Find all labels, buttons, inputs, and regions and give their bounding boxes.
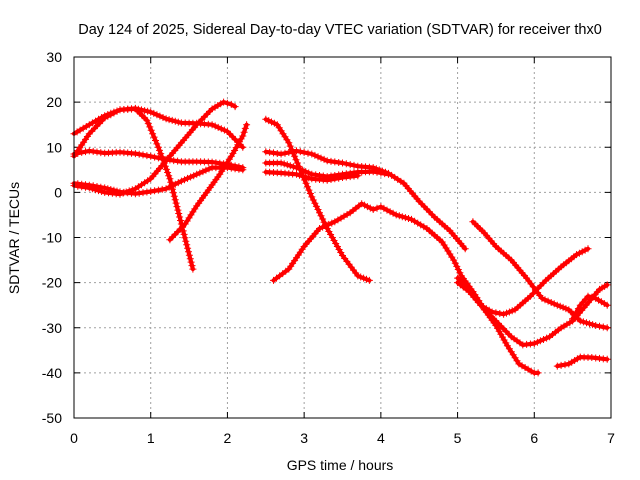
x-tick-label: 2 [224,430,232,446]
series-track-13 [454,245,592,318]
series-markers [553,353,611,370]
plot-frame [73,56,612,419]
x-tick-label: 7 [607,430,615,446]
y-tick-label: -30 [42,320,62,336]
series-track-10 [262,168,362,184]
series-layer [70,98,611,377]
x-tick-label: 3 [300,430,308,446]
y-tick-label: -20 [42,275,62,291]
series-track-8 [262,147,469,253]
x-tick-label: 1 [147,430,155,446]
x-axis-label: GPS time / hours [287,457,394,473]
series-markers [569,292,611,323]
series-track-16 [569,292,611,323]
series-markers [262,115,373,284]
series-track-12 [469,218,611,332]
series-markers [262,168,362,184]
y-tick-label: 20 [46,94,62,110]
x-tick-label: 4 [377,430,385,446]
series-track-5 [70,98,239,198]
chart-title: Day 124 of 2025, Sidereal Day-to-day VTE… [78,22,602,38]
x-tick-label: 6 [530,430,538,446]
series-track-6 [166,121,251,244]
y-tick-label: -10 [42,230,62,246]
x-tick-label: 0 [70,430,78,446]
series-markers [166,121,251,244]
grid-lines [74,57,611,418]
series-track-11 [270,200,542,377]
series-track-15 [553,353,611,370]
y-tick-label: 30 [46,49,62,65]
y-tick-label: 0 [54,184,62,200]
x-tick-label: 5 [454,430,462,446]
series-markers [270,200,542,377]
series-track-7 [262,115,373,284]
series-markers [262,147,469,253]
y-tick-label: -50 [42,410,62,426]
y-tick-label: -40 [42,365,62,381]
series-line [263,117,372,283]
y-axis-label: SDTVAR / TECUs [6,182,22,294]
series-markers [454,245,592,318]
series-line [271,201,541,375]
y-tick-label: 10 [46,139,62,155]
